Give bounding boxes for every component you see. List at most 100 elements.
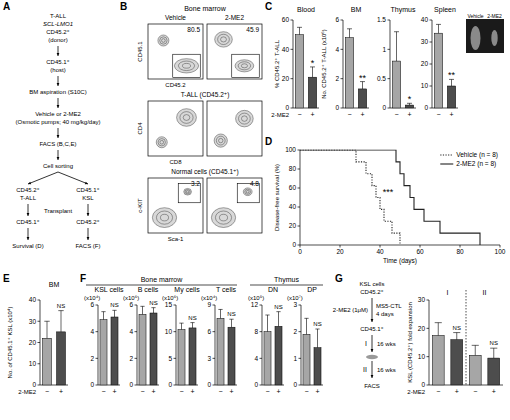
- step-text: 16 wks: [377, 341, 396, 347]
- y-tick: [260, 385, 263, 386]
- significance: NS: [57, 303, 65, 309]
- y-tick-label: 20: [421, 60, 429, 67]
- x-tick-label: −: [436, 388, 440, 395]
- marks: [345, 29, 366, 108]
- density-contour: [239, 113, 251, 124]
- y-tick: [260, 358, 263, 359]
- significance: **: [448, 70, 456, 80]
- group-label: I: [447, 289, 449, 296]
- bar: [111, 317, 118, 385]
- y-tick: [298, 188, 301, 189]
- panel-letter: D: [265, 136, 272, 147]
- axis-title: Sca-1: [168, 236, 184, 242]
- y-tick: [298, 226, 301, 227]
- panel-letter: A: [3, 1, 10, 12]
- marks: [43, 311, 66, 385]
- flow-title: Bone marrow: [184, 5, 227, 12]
- x-tick-label: 100: [495, 248, 506, 255]
- error-cap: [101, 311, 105, 312]
- step-text: CD45.2⁺: [76, 219, 100, 225]
- y-tick-label: 30: [418, 296, 426, 303]
- chart-title: T cells: [216, 286, 237, 293]
- density-contour: [219, 214, 227, 221]
- y-tick-label: 0: [129, 381, 133, 388]
- bar: [189, 328, 196, 385]
- gate-percent: 3.2: [191, 180, 200, 187]
- x-tick-label: +: [276, 388, 280, 395]
- error-bar: [315, 329, 319, 348]
- marks: [100, 310, 118, 385]
- error-cap: [218, 309, 222, 310]
- step-text: CD45.1⁺: [360, 326, 384, 332]
- arrow-shaft: [28, 228, 29, 240]
- error-cap: [112, 310, 116, 311]
- y-axis: [262, 305, 263, 385]
- y-tick: [388, 20, 391, 21]
- flow-plot: [207, 101, 262, 156]
- bar-chart: 0246−**+BMNo. CD45.2⁺ T-ALL (x10⁶): [321, 6, 369, 118]
- y-tick: [341, 78, 344, 79]
- y-tick-label: 20: [29, 339, 37, 346]
- bar: [139, 314, 146, 385]
- flow-plot: [207, 24, 262, 79]
- y-tick-label: 100: [285, 146, 296, 153]
- x-tick-label: +: [492, 388, 496, 395]
- arrow-shaft: [88, 204, 89, 216]
- error-line: [493, 348, 494, 358]
- marks: [217, 309, 235, 385]
- density-contour: [156, 137, 167, 148]
- error-cap: [315, 329, 319, 330]
- y-tick-label: 1.5: [377, 16, 386, 23]
- error-bar: [310, 67, 315, 77]
- y-tick-label: 20: [418, 325, 426, 332]
- marks: [303, 318, 321, 385]
- arrow-head: [371, 319, 374, 322]
- marks: [139, 306, 157, 385]
- step-text: 4 days: [376, 311, 394, 317]
- step-text: (donor): [48, 37, 67, 43]
- error-bar: [490, 348, 497, 358]
- bar: [100, 320, 107, 385]
- y-tick: [174, 358, 177, 359]
- error-bar: [347, 29, 352, 38]
- error-bar: [44, 321, 49, 338]
- density-contour: [180, 112, 193, 124]
- arrow-shaft: [58, 172, 88, 184]
- survival-curve: [300, 150, 400, 245]
- y-axis: [137, 305, 138, 385]
- chart-title: DN: [268, 286, 278, 293]
- x-tick-label: −: [436, 111, 440, 118]
- stage-label: I: [365, 340, 367, 347]
- arrow-head: [85, 182, 88, 185]
- panel-letter: G: [335, 273, 343, 284]
- step-text: 2-ME2 (1μM): [333, 307, 368, 313]
- density-contour: [241, 116, 247, 122]
- y-tick: [291, 78, 294, 79]
- step-text: Vehicle or 2-ME2: [35, 111, 81, 117]
- error-bar: [101, 312, 105, 320]
- error-line: [362, 82, 363, 89]
- x-tick-label: −: [304, 388, 308, 395]
- y-tick: [430, 20, 433, 21]
- y-axis: [301, 305, 302, 385]
- y-tick: [298, 169, 301, 170]
- chart-title: KSL cells: [95, 286, 124, 293]
- arrow-shaft: [58, 128, 59, 138]
- y-label: No. of CD45.1⁺ KSL (x10⁴): [7, 307, 13, 379]
- bar: [358, 89, 366, 108]
- step-text: Survival (D): [12, 243, 43, 249]
- arrow-head: [57, 135, 60, 138]
- bar: [228, 327, 235, 385]
- y-tick-label: 4: [335, 46, 339, 53]
- error-cap: [435, 322, 442, 323]
- step-text: BM aspiration (S10C): [29, 89, 86, 95]
- step-text: T-ALL: [50, 13, 67, 19]
- chart-title: Blood: [297, 6, 315, 13]
- density-contour: [218, 34, 230, 44]
- y-tick-label: 6: [335, 16, 339, 23]
- bar: [275, 326, 282, 385]
- error-line: [438, 24, 439, 33]
- x-label: 2-ME2: [407, 389, 425, 395]
- bar-chart: 051015−NS+My cells(x10⁶): [162, 286, 200, 395]
- x-tick-label: +: [190, 388, 194, 395]
